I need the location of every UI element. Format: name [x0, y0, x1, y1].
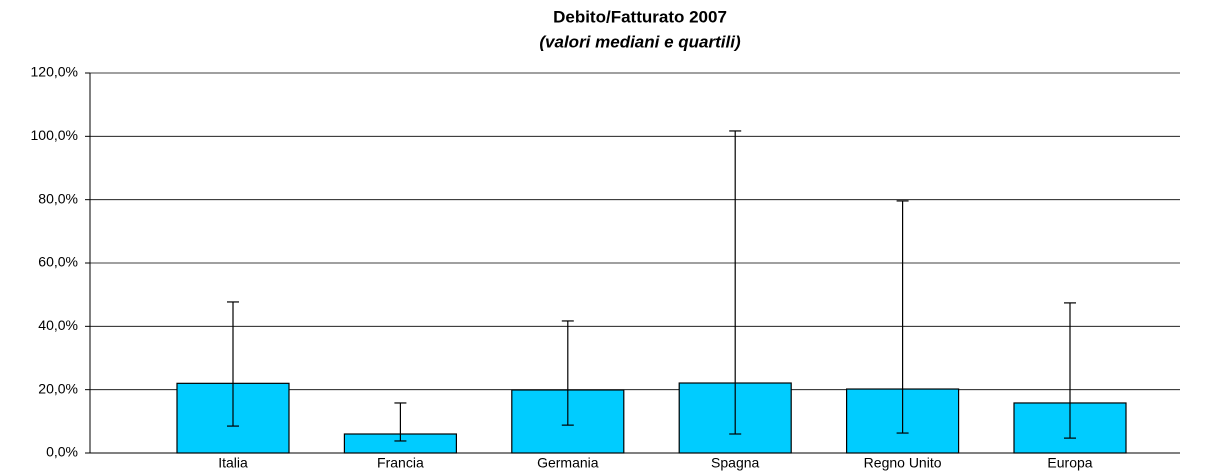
x-tick-label: Germania — [537, 455, 599, 471]
y-tick-label: 120,0% — [31, 64, 78, 80]
x-tick-label: Francia — [377, 455, 424, 471]
x-tick-label: Italia — [218, 455, 248, 471]
x-tick-label: Spagna — [711, 455, 759, 471]
y-tick-label: 80,0% — [38, 190, 78, 206]
y-tick-label: 20,0% — [38, 380, 78, 396]
y-tick-label: 60,0% — [38, 254, 78, 270]
y-tick-label: 0,0% — [46, 444, 78, 460]
y-tick-label: 100,0% — [31, 127, 78, 143]
chart-subtitle: (valori mediani e quartili) — [539, 32, 741, 51]
chart-title: Debito/Fatturato 2007 — [553, 7, 727, 26]
y-tick-label: 40,0% — [38, 317, 78, 333]
x-tick-label: Regno Unito — [864, 455, 942, 471]
x-tick-label: Europa — [1047, 455, 1092, 471]
